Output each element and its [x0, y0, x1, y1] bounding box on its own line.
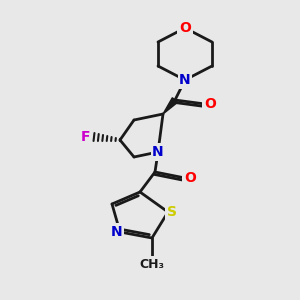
Polygon shape	[163, 98, 178, 114]
Text: O: O	[184, 171, 196, 185]
Text: N: N	[179, 73, 191, 87]
Text: S: S	[167, 205, 177, 219]
Text: O: O	[179, 21, 191, 35]
Text: N: N	[111, 225, 123, 239]
Text: F: F	[80, 130, 90, 144]
Text: CH₃: CH₃	[140, 257, 164, 271]
Text: N: N	[152, 145, 164, 159]
Text: O: O	[204, 97, 216, 111]
